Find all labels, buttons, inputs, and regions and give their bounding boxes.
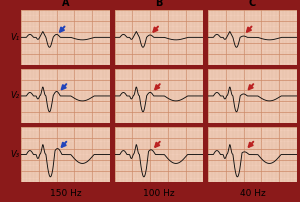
Text: C: C [249, 0, 256, 8]
Text: A: A [62, 0, 69, 8]
Text: V₂: V₂ [11, 92, 20, 100]
Text: B: B [155, 0, 163, 8]
Text: V₃: V₃ [11, 150, 20, 159]
Text: 100 Hz: 100 Hz [143, 189, 175, 198]
Text: V₁: V₁ [11, 33, 20, 42]
Text: 40 Hz: 40 Hz [240, 189, 266, 198]
Text: 150 Hz: 150 Hz [50, 189, 81, 198]
